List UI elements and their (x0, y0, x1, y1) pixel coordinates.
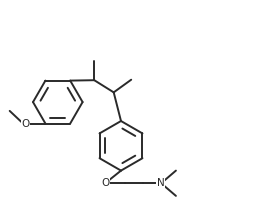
Text: N: N (157, 178, 165, 188)
Text: O: O (21, 119, 30, 129)
Text: O: O (101, 178, 109, 188)
